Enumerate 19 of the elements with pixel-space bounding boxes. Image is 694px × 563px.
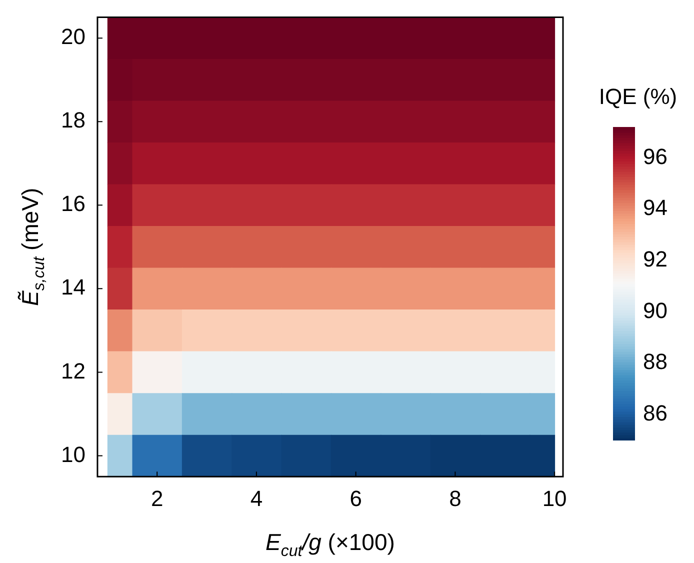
y-tick-label: 18 [60,108,86,133]
color-bar-title: IQE (%) [598,84,678,109]
color-bar-label: 88 [643,349,668,374]
color-bar-label: 86 [643,400,668,426]
y-tick-label: 16 [60,191,86,216]
y-tick-label: 20 [60,24,86,50]
x-tick-label: 2 [150,486,164,511]
x-tick-label: 10 [542,486,567,511]
x-tick-label: 8 [449,486,462,511]
color-bar-label: 92 [643,246,668,272]
y-tick-label: 12 [60,358,86,384]
color-bar-label: 96 [643,144,668,169]
color-bar-label: 90 [643,298,668,323]
y-tick-label: 14 [60,274,86,300]
y-axis-title: Ẽs,cut (meV) [17,188,48,306]
x-tick-label: 4 [250,486,263,511]
x-tick-label: 6 [350,486,362,511]
color-bar-label: 94 [643,195,668,220]
y-tick-label: 10 [60,442,86,467]
